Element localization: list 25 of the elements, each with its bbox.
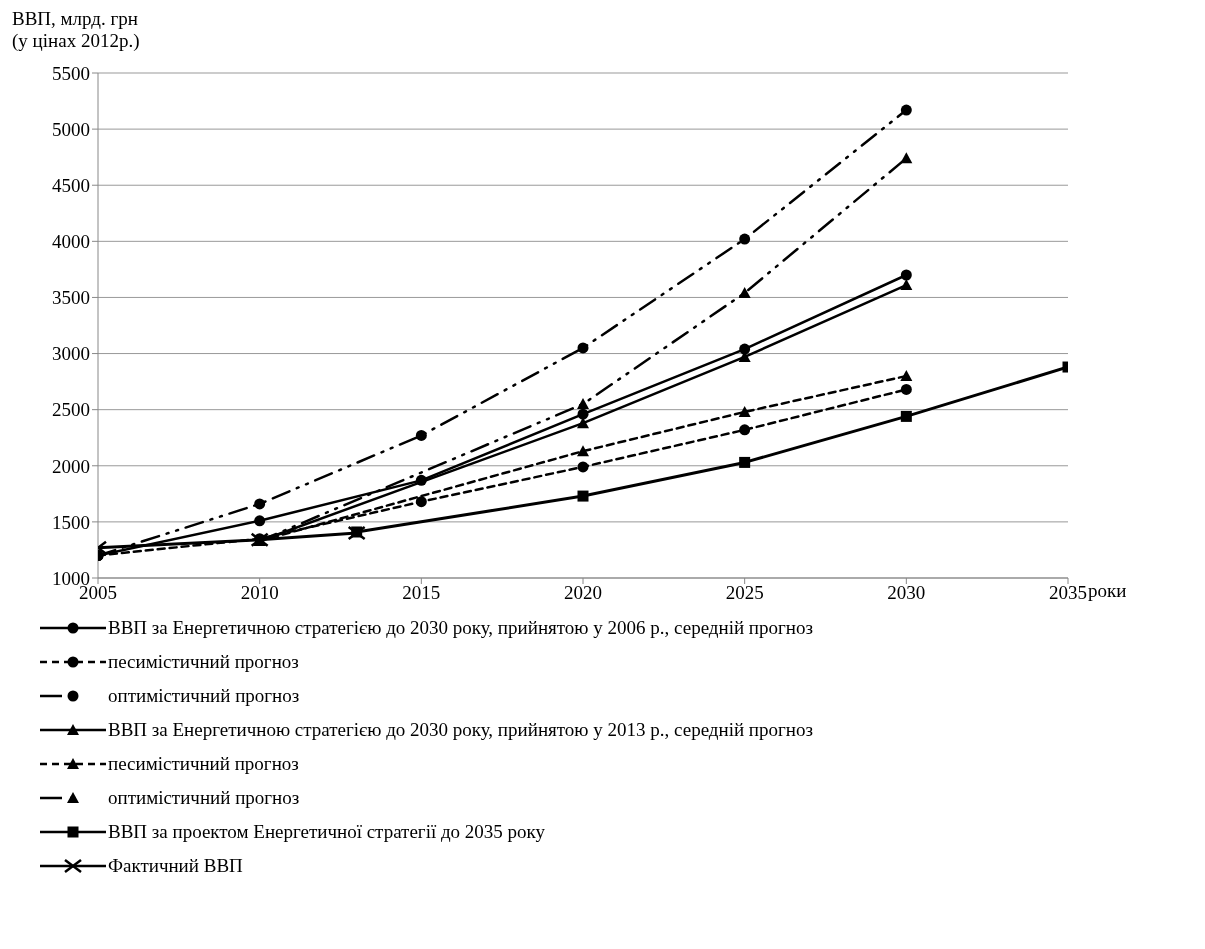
x-tick-label: 2015 bbox=[402, 582, 441, 604]
y-axis-title: ВВП, млрд. грн (у цінах 2012р.) bbox=[12, 8, 141, 52]
legend-label: ВВП за проектом Енергетичної стратегії до 2035 року bbox=[108, 821, 546, 842]
y-tick-label: 3500 bbox=[52, 287, 90, 309]
x-axis-title: роки bbox=[1088, 580, 1127, 602]
legend-label: ВВП за Енергетичною стратегією до 2030 року, прийнятою у 2006 р., середній прогноз bbox=[108, 617, 813, 638]
y-tick-label: 3000 bbox=[52, 343, 90, 365]
x-tick-label: 2035 bbox=[1049, 582, 1087, 604]
y-tick-label: 4000 bbox=[52, 231, 90, 253]
y-tick-label: 5000 bbox=[52, 118, 90, 140]
x-tick-label: 2010 bbox=[240, 582, 279, 604]
legend-label: оптимістичний прогноз bbox=[108, 787, 300, 808]
y-tick-label: 4500 bbox=[52, 174, 90, 196]
x-tick-label: 2025 bbox=[725, 582, 764, 604]
legend-label: Фактичний ВВП bbox=[108, 855, 243, 876]
legend-label: песимістичний прогноз bbox=[108, 753, 299, 774]
legend-label: ВВП за Енергетичною стратегією до 2030 року, прийнятою у 2013 р., середній прогноз bbox=[108, 719, 813, 740]
y-tick-label: 2500 bbox=[52, 399, 90, 421]
y-tick-label: 2000 bbox=[52, 455, 90, 477]
x-tick-label: 2030 bbox=[887, 582, 926, 604]
legend-label: песимістичний прогноз bbox=[108, 651, 299, 672]
legend-label: оптимістичний прогноз bbox=[108, 685, 300, 706]
y-tick-label: 1500 bbox=[52, 511, 90, 533]
y-tick-label: 5500 bbox=[52, 62, 90, 84]
x-tick-label: 2020 bbox=[564, 582, 602, 604]
